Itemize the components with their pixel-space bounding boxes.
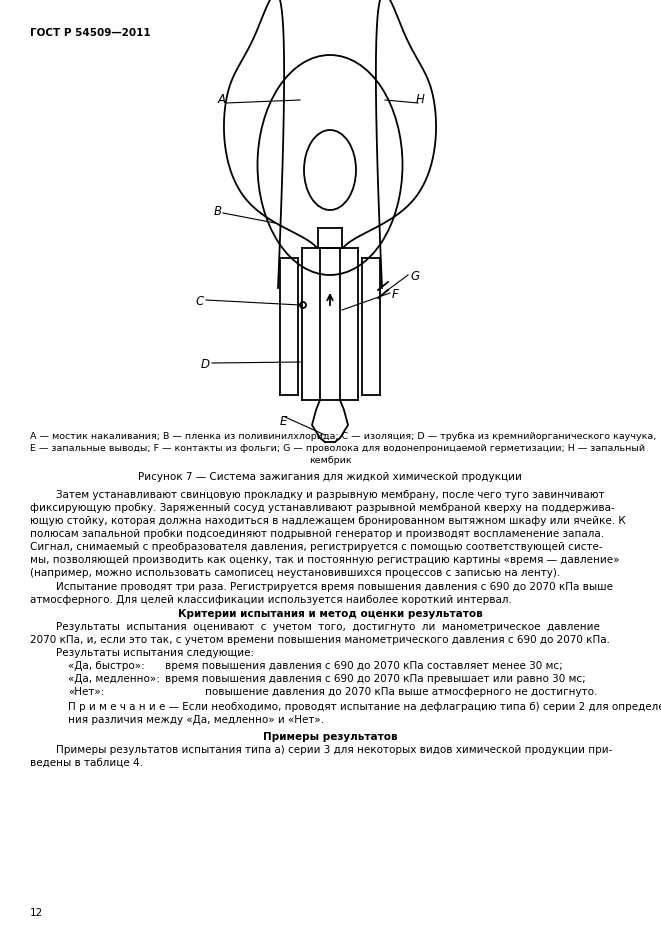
Text: A — мостик накаливания; B — пленка из поливинилхлорида; C — изоляция; D — трубка: A — мостик накаливания; B — пленка из по…	[30, 432, 656, 441]
Text: (например, можно использовать самописец неустановившихся процессов с записью на : (например, можно использовать самописец …	[30, 568, 561, 578]
Text: A: A	[218, 93, 226, 106]
Text: 2070 кПа, и, если это так, с учетом времени повышения манометрического давления : 2070 кПа, и, если это так, с учетом врем…	[30, 635, 610, 645]
Text: ведены в таблице 4.: ведены в таблице 4.	[30, 758, 143, 768]
Text: атмосферного. Для целей классификации используется наиболее короткий интервал.: атмосферного. Для целей классификации ис…	[30, 595, 512, 605]
Text: Критерии испытания и метод оценки результатов: Критерии испытания и метод оценки резуль…	[178, 609, 483, 619]
Text: фиксирующую пробку. Заряженный сосуд устанавливают разрывной мембраной кверху на: фиксирующую пробку. Заряженный сосуд уст…	[30, 503, 615, 513]
Text: Рисунок 7 — Система зажигания для жидкой химической продукции: Рисунок 7 — Система зажигания для жидкой…	[138, 472, 522, 482]
Text: Примеры результатов испытания типа a) серии 3 для некоторых видов химической про: Примеры результатов испытания типа a) се…	[30, 745, 612, 755]
Text: повышение давления до 2070 кПа выше атмосферного не достигнуто.: повышение давления до 2070 кПа выше атмо…	[205, 687, 598, 697]
Text: полюсам запальной пробки подсоединяют подрывной генератор и производят воспламен: полюсам запальной пробки подсоединяют по…	[30, 529, 604, 539]
Text: Испытание проводят три раза. Регистрируется время повышения давления с 690 до 20: Испытание проводят три раза. Регистрируе…	[30, 582, 613, 592]
Text: кембрик: кембрик	[309, 456, 351, 465]
Text: ГОСТ Р 54509—2011: ГОСТ Р 54509—2011	[30, 28, 151, 38]
Text: мы, позволяющей производить как оценку, так и постоянную регистрацию картины «вр: мы, позволяющей производить как оценку, …	[30, 555, 619, 565]
Text: «Нет»:: «Нет»:	[68, 687, 104, 697]
Text: 12: 12	[30, 908, 43, 918]
Text: F: F	[392, 288, 399, 301]
Text: E — запальные выводы; F — контакты из фольги; G — проволока для водонепроницаемо: E — запальные выводы; F — контакты из фо…	[30, 444, 645, 453]
Text: C: C	[196, 295, 204, 308]
Text: Сигнал, снимаемый с преобразователя давления, регистрируется с помощью соответст: Сигнал, снимаемый с преобразователя давл…	[30, 542, 603, 552]
Text: время повышения давления с 690 до 2070 кПа превышает или равно 30 мс;: время повышения давления с 690 до 2070 к…	[165, 674, 586, 684]
Text: E: E	[280, 415, 287, 428]
Text: «Да, медленно»:: «Да, медленно»:	[68, 674, 160, 684]
Text: B: B	[214, 205, 222, 218]
Text: Результаты  испытания  оценивают  с  учетом  того,  достигнуто  ли  манометричес: Результаты испытания оценивают с учетом …	[30, 622, 600, 632]
Text: «Да, быстро»:: «Да, быстро»:	[68, 661, 145, 671]
Text: Результаты испытания следующие:: Результаты испытания следующие:	[30, 648, 254, 658]
Text: Примеры результатов: Примеры результатов	[262, 732, 397, 742]
Text: ющую стойку, которая должна находиться в надлежащем бронированном вытяжном шкафу: ющую стойку, которая должна находиться в…	[30, 516, 625, 526]
Text: H: H	[416, 93, 424, 106]
Text: время повышения давления с 690 до 2070 кПа составляет менее 30 мс;: время повышения давления с 690 до 2070 к…	[165, 661, 563, 671]
Text: Затем устанавливают свинцовую прокладку и разрывную мембрану, после чего туго за: Затем устанавливают свинцовую прокладку …	[30, 490, 605, 500]
Text: ния различия между «Да, медленно» и «Нет».: ния различия между «Да, медленно» и «Нет…	[68, 715, 324, 725]
Text: G: G	[410, 270, 419, 283]
Text: D: D	[201, 358, 210, 371]
Text: П р и м е ч а н и е — Если необходимо, проводят испытание на дефлаграцию типа б): П р и м е ч а н и е — Если необходимо, п…	[68, 702, 661, 712]
